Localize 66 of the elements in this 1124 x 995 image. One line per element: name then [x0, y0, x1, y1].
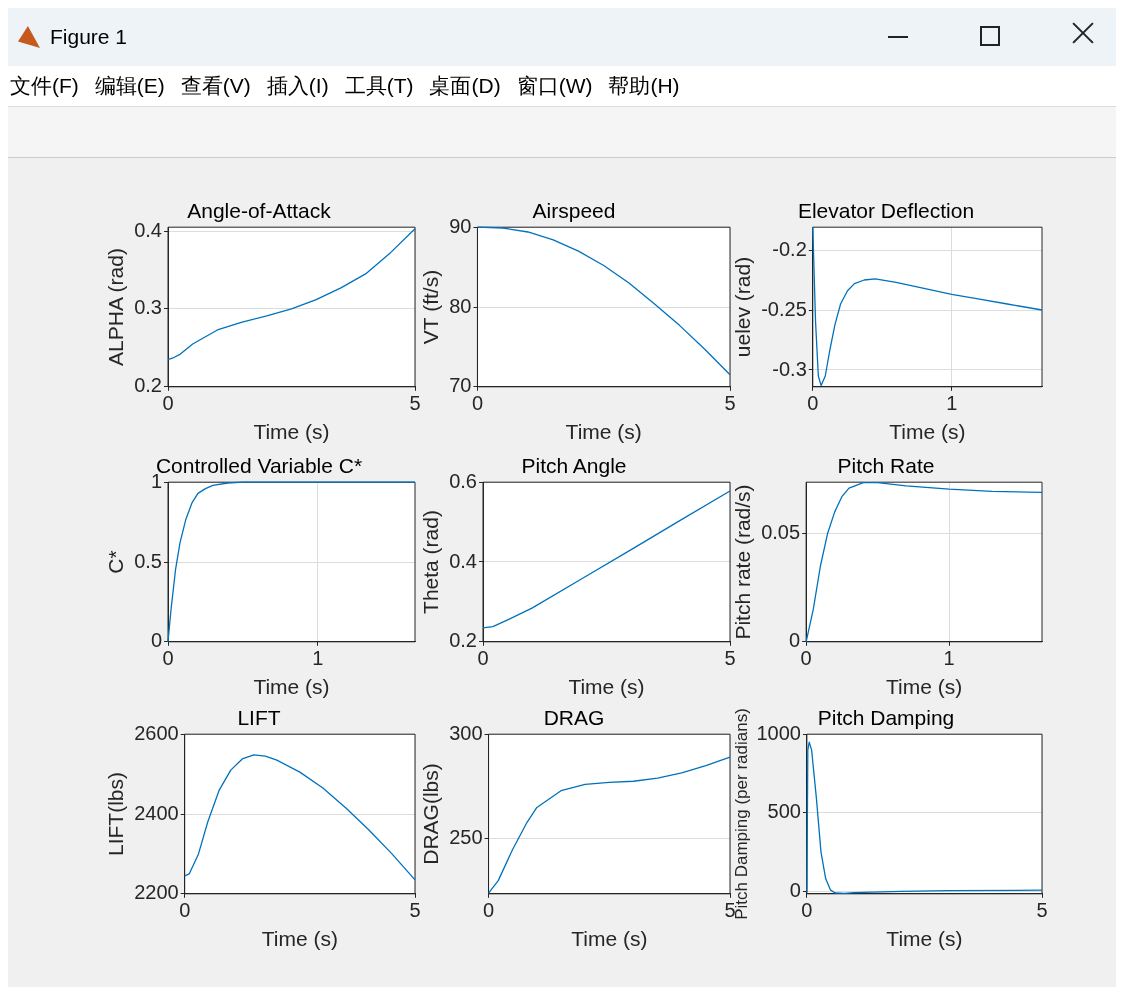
y-tick-label: -0.3 [772, 357, 807, 380]
text: 插入(I) [266, 73, 329, 99]
text: 桌面(D) [429, 73, 501, 99]
y-tick-label: 70 [449, 374, 472, 397]
text: 工具(T) [344, 73, 414, 99]
y-tick-label: 2200 [134, 881, 179, 904]
y-tick-label: -0.25 [761, 297, 807, 320]
x-axis-title: Time (s) [571, 927, 648, 951]
x-axis-title: Time (s) [886, 927, 963, 951]
text: 帮助(H) [608, 73, 680, 99]
chart-title: LIFT [237, 706, 281, 730]
text: 窗口(W) [516, 73, 593, 99]
y-tick-label: 0 [789, 878, 801, 901]
y-tick-label: 2600 [134, 721, 179, 744]
y-axis-title: C* [104, 550, 128, 574]
y-tick-label: 0.6 [449, 469, 477, 492]
y-tick-label: -0.2 [772, 237, 807, 260]
text: 编辑(E) [94, 73, 165, 99]
y-tick-label: 90 [449, 214, 472, 237]
x-axis-title: Time (s) [253, 675, 330, 699]
y-tick-label: 500 [767, 800, 801, 823]
y-tick-label: 1000 [756, 721, 801, 744]
y-tick-label: 0 [150, 629, 162, 652]
x-axis-title: Time (s) [261, 927, 338, 951]
x-tick-label: 5 [1036, 899, 1048, 922]
chart-title: Angle-of-Attack [187, 199, 332, 223]
text: 文件(F) [10, 73, 79, 99]
y-axis-title: Theta (rad) [419, 510, 443, 614]
y-tick-label: 0.3 [134, 296, 162, 319]
x-axis-title: Time (s) [885, 675, 963, 699]
x-axis-title: Time (s) [568, 675, 645, 699]
x-tick-label: 5 [409, 392, 421, 415]
y-axis-title: ALPHA (rad) [104, 248, 128, 366]
x-tick-label: 5 [724, 392, 736, 415]
x-axis-title: Time (s) [565, 420, 642, 444]
y-axis-title: LIFT(lbs) [104, 772, 128, 856]
x-tick-label: 1 [943, 647, 955, 670]
y-tick-label: 250 [449, 826, 483, 849]
text: 查看(V) [180, 73, 251, 99]
x-tick-label: 5 [724, 647, 736, 670]
x-axis-title: Time (s) [889, 420, 966, 444]
y-axis-title: uelev (rad) [731, 256, 755, 358]
y-axis-title: DRAG(lbs) [419, 763, 443, 865]
text: Figure 1 [50, 25, 128, 49]
x-tick-label: 1 [312, 647, 324, 670]
chart-title: Pitch Rate [837, 454, 935, 478]
y-tick-label: 80 [449, 294, 472, 317]
chart-title: DRAG [543, 706, 605, 730]
x-axis-title: Time (s) [253, 420, 330, 444]
y-tick-label: 0.5 [134, 549, 162, 572]
y-tick-label: 0.05 [761, 521, 801, 544]
y-tick-label: 2400 [134, 801, 179, 824]
y-tick-label: 300 [449, 721, 483, 744]
y-axis-title: Pitch rate (rad/s) [731, 484, 755, 640]
x-tick-label: 1 [946, 392, 958, 415]
chart-title: Airspeed [532, 199, 616, 223]
y-axis-title: VT (ft/s) [419, 269, 443, 345]
y-tick-label: 0.2 [134, 374, 162, 397]
x-tick-label: 5 [409, 899, 421, 922]
y-tick-label: 0 [789, 629, 801, 652]
y-tick-label: 0.4 [449, 549, 477, 572]
y-tick-label: 0.4 [134, 218, 162, 241]
y-tick-label: 0.2 [449, 629, 477, 652]
chart-title: Elevator Deflection [797, 199, 975, 223]
chart-title: Pitch Angle [521, 454, 627, 478]
chart-title: Pitch Damping [817, 706, 955, 730]
